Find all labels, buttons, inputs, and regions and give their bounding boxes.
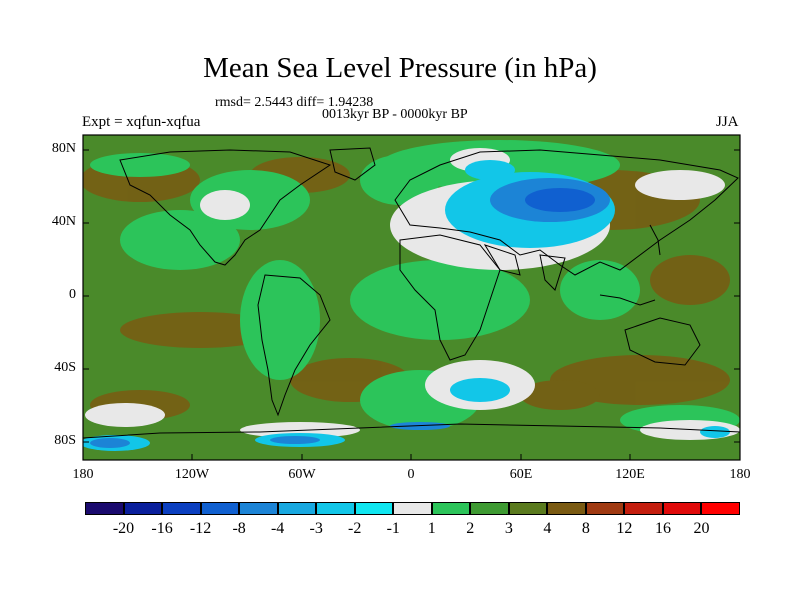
lat-label-40n: 40N — [51, 214, 76, 229]
colorbar-label: 20 — [693, 520, 710, 537]
colorbar-swatch — [316, 502, 355, 515]
colorbar-label: -3 — [309, 520, 323, 537]
lon-label-60w: 60W — [288, 467, 316, 482]
negative-anomaly-regions — [83, 160, 730, 451]
lon-label-60e: 60E — [509, 467, 533, 482]
colorbar-swatch — [547, 502, 586, 515]
lat-label-80s: 80S — [54, 433, 76, 448]
time-period: 0013kyr BP - 0000kyr BP — [322, 107, 468, 122]
colorbar-label: -8 — [232, 520, 246, 537]
lon-label-0: 0 — [407, 467, 415, 482]
colorbar-swatch — [662, 502, 702, 515]
colorbar-swatch — [393, 502, 432, 515]
colorbar-label: -4 — [270, 520, 285, 537]
colorbar-swatch — [508, 502, 548, 515]
colorbar-label: 12 — [616, 520, 633, 537]
colorbar-swatch — [470, 502, 509, 515]
colorbar-label: 8 — [581, 520, 590, 537]
coastlines — [83, 147, 740, 439]
season-label: JJA — [716, 114, 739, 130]
lon-label-180-right: 180 — [729, 467, 751, 482]
colorbar-swatch — [239, 502, 278, 515]
map-title: Mean Sea Level Pressure (in hPa) — [203, 52, 597, 84]
colorbar-label: 4 — [543, 520, 552, 537]
rmsd-diff-stats: rmsd= 2.5443 diff= 1.94238 — [215, 95, 374, 110]
colorbar-swatch — [200, 502, 240, 515]
experiment-label: Expt = xqfun-xqfua — [82, 114, 201, 130]
colorbar-swatch — [585, 502, 625, 515]
colorbar-label: 1 — [427, 520, 436, 537]
axis-ticks — [82, 149, 741, 460]
colorbar-swatch — [123, 502, 163, 515]
lon-label-120w: 120W — [174, 467, 210, 482]
colorbar-label: 2 — [466, 520, 475, 537]
colorbar-label: -1 — [386, 520, 400, 537]
colorbar-label: -20 — [112, 520, 135, 537]
colorbar-swatch — [431, 502, 471, 515]
lon-label-120e: 120E — [615, 467, 645, 482]
lat-label-80n: 80N — [51, 141, 76, 156]
colorbar-label: -16 — [151, 520, 173, 537]
colorbar-label: -2 — [348, 520, 362, 537]
colorbar-swatch — [85, 502, 124, 515]
colorbar-swatch — [701, 502, 740, 515]
colorbar-swatch — [277, 502, 317, 515]
lat-label-0: 0 — [69, 287, 76, 302]
colorbar-swatch — [162, 502, 201, 515]
colorbar-label: 3 — [504, 520, 513, 537]
colorbar-swatch — [354, 502, 394, 515]
colorbar-label: -12 — [189, 520, 212, 537]
colorbar-swatch — [624, 502, 663, 515]
lon-label-180-left: 180 — [72, 467, 94, 482]
lat-label-40s: 40S — [54, 360, 76, 375]
colorbar-label: 16 — [654, 520, 671, 537]
